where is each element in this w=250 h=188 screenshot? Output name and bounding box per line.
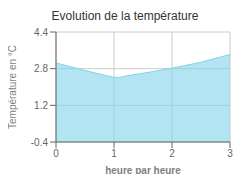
html-text:Evolution de la température: Evolution de la température xyxy=(51,9,199,23)
svg-text:2.8: 2.8 xyxy=(34,63,48,74)
svg-text:1.2: 1.2 xyxy=(34,100,48,111)
svg-text:4.4: 4.4 xyxy=(34,27,48,38)
svg-text:3: 3 xyxy=(227,148,233,159)
svg-text:0: 0 xyxy=(53,148,59,159)
svg-text:1: 1 xyxy=(111,148,117,159)
svg-text:-0.4: -0.4 xyxy=(31,137,49,148)
svg-text:2: 2 xyxy=(169,148,175,159)
svg-text:heure par heure: heure par heure xyxy=(105,165,181,174)
svg-text:Température en °C: Température en °C xyxy=(8,45,18,129)
